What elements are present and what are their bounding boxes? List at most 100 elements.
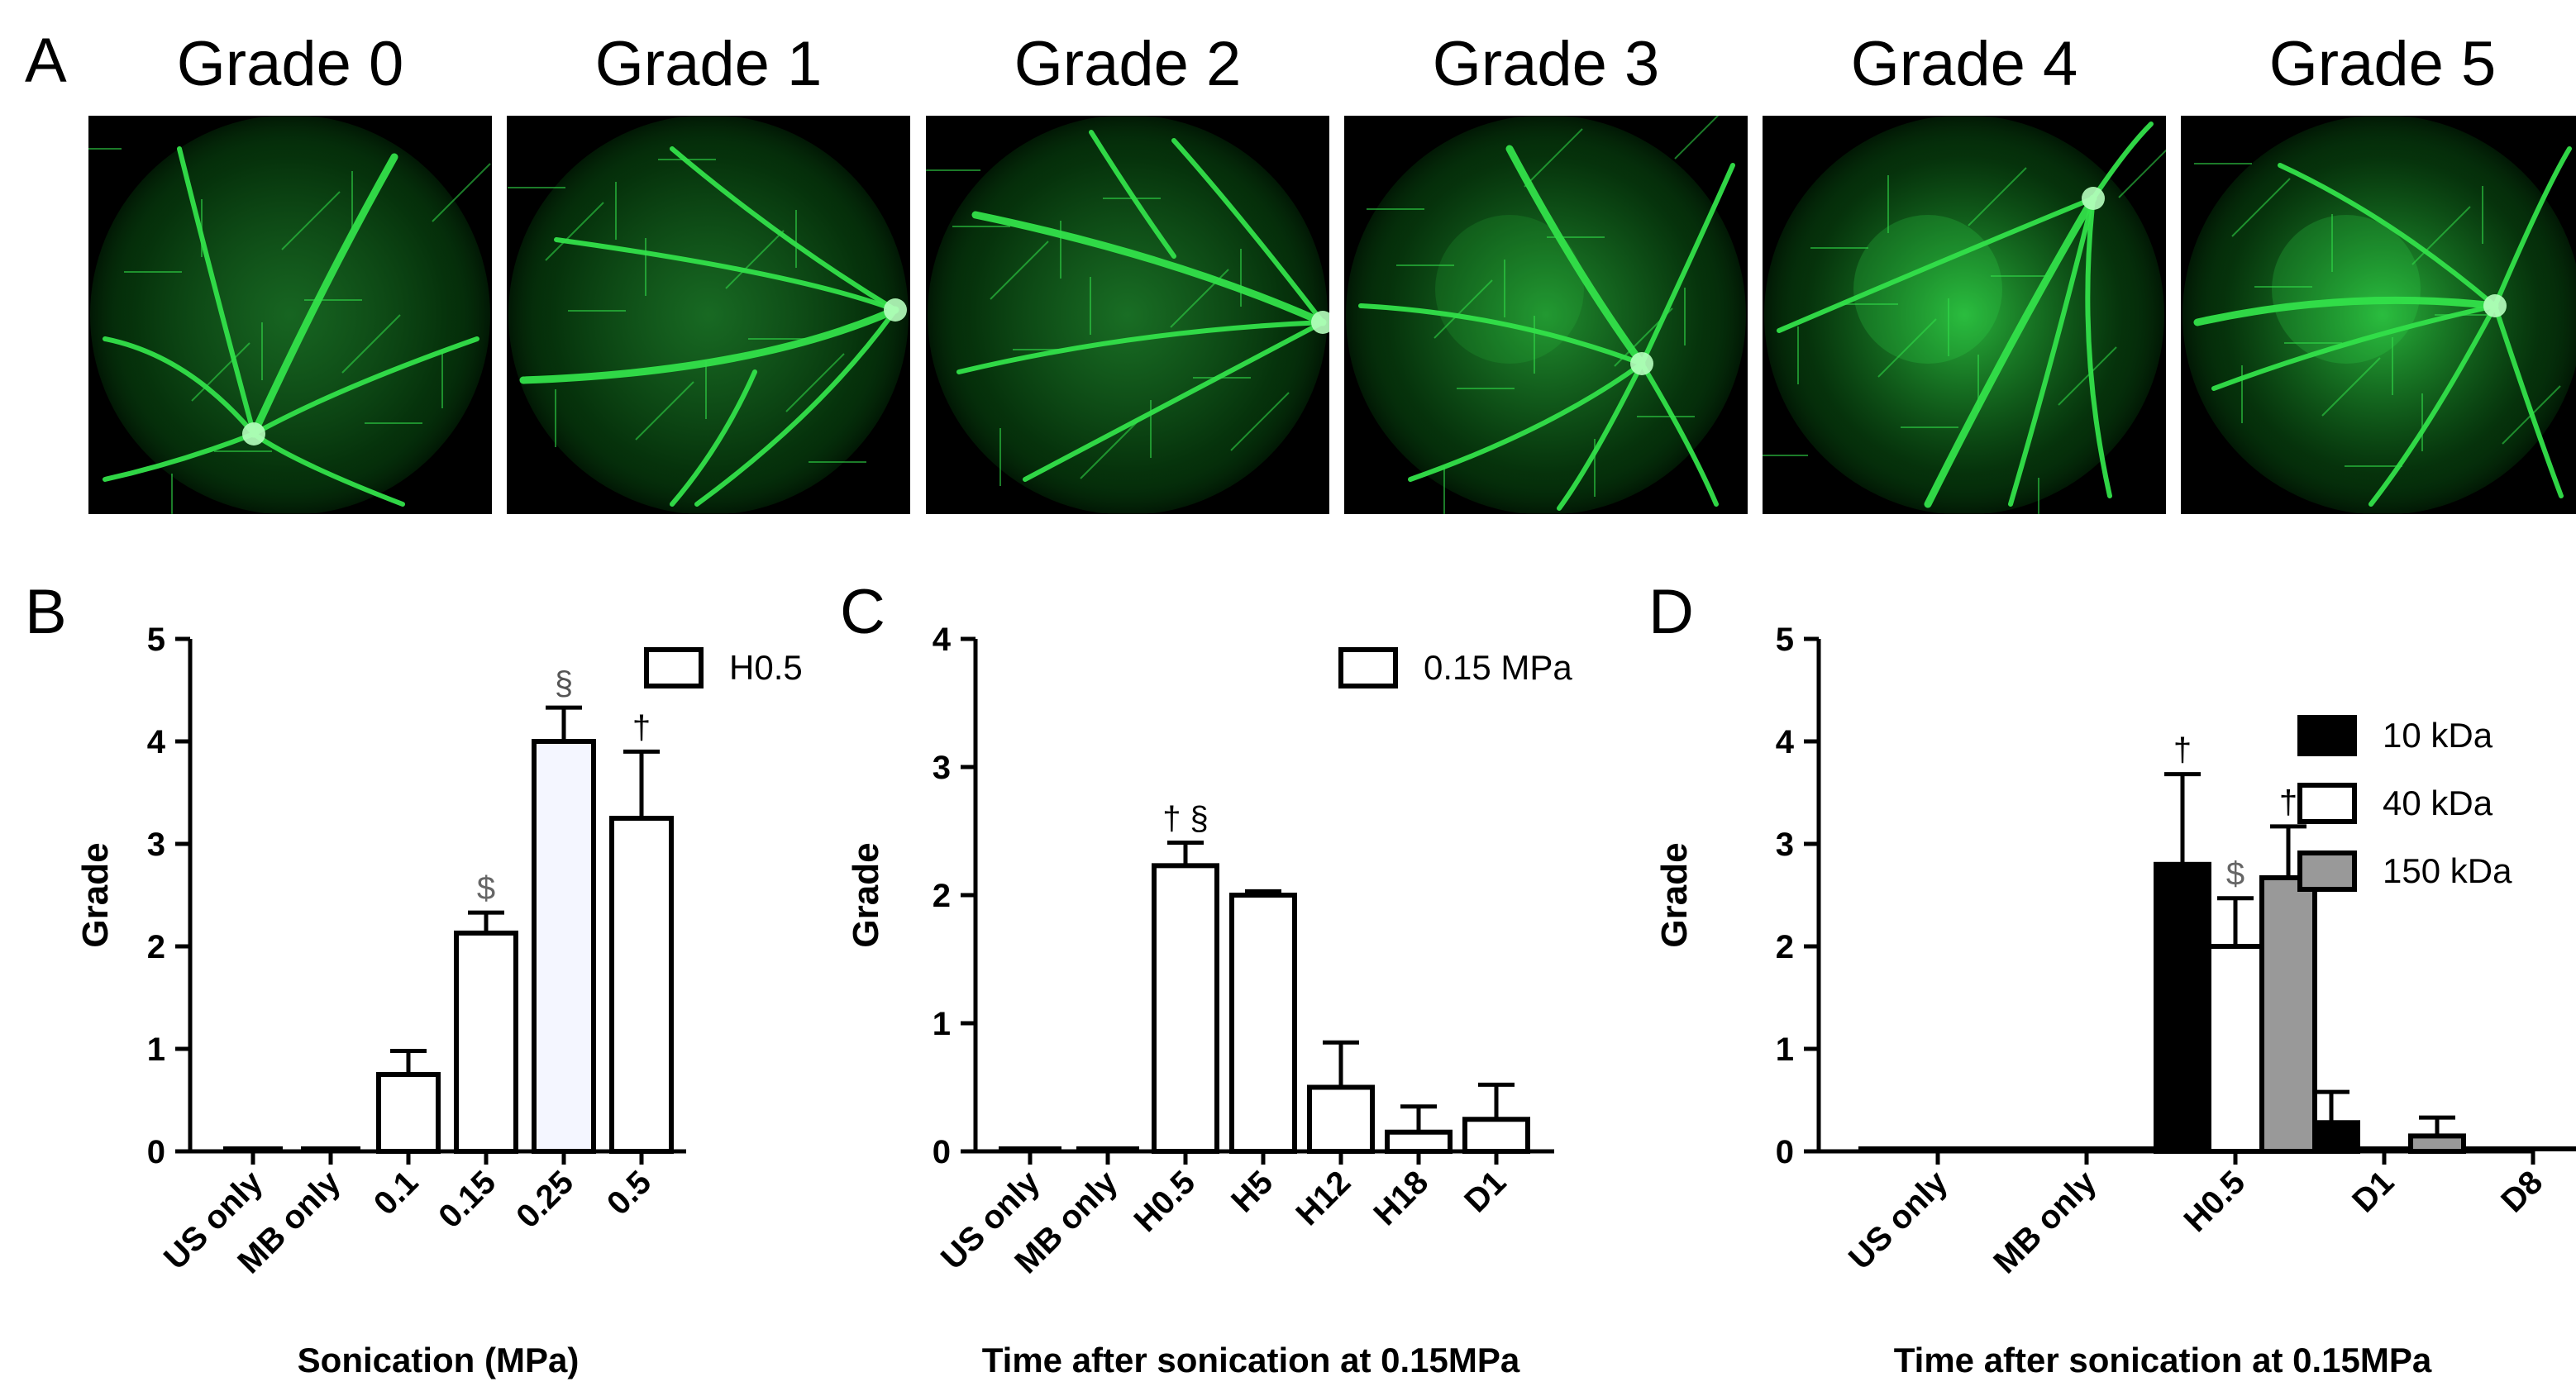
vessel	[1358, 303, 1644, 366]
optic-disc	[884, 298, 907, 322]
fundus-svg	[2182, 116, 2576, 514]
vessel	[2091, 121, 2154, 201]
optic-disc	[1630, 352, 1653, 375]
significance-marker: $	[2226, 856, 2244, 893]
vessel	[670, 369, 757, 507]
capillary	[1877, 318, 1937, 378]
chart-panel-d: D 0 1 2 3 4 5 Grade Time after sonication at 0.1…	[1648, 577, 2576, 1379]
capillary	[2231, 178, 2291, 237]
x-tick-label: 0.1	[367, 1164, 425, 1222]
x-tick-label: H18	[1367, 1164, 1435, 1232]
optic-disc	[1311, 311, 1329, 334]
significance-marker: † §	[1162, 800, 1209, 836]
significance-marker: $	[477, 870, 495, 907]
panel-letter: B	[25, 577, 67, 647]
vessel	[1639, 361, 1719, 507]
optic-disc	[242, 422, 265, 445]
vessel	[103, 336, 256, 436]
x-tick-label: H5	[1224, 1164, 1280, 1219]
vessel	[971, 211, 1327, 326]
y-tick-label: 0	[933, 1134, 951, 1170]
fundus-background	[90, 116, 490, 514]
vessel	[1924, 194, 2097, 508]
capillary	[2411, 206, 2471, 265]
vessel	[1171, 138, 1325, 325]
x-tick-label: H0.5	[1128, 1164, 1203, 1239]
x-tick-label: H12	[1289, 1164, 1357, 1232]
x-tick-label: 0.15	[432, 1164, 503, 1235]
vessel	[1777, 196, 2096, 333]
optic-disc	[2483, 294, 2507, 317]
optic-disc	[2082, 187, 2105, 210]
x-tick-label: D8	[2494, 1164, 2550, 1219]
fundus-background	[928, 116, 1328, 514]
leakage-glow	[2272, 215, 2421, 364]
fundus-image-grade-4	[1763, 116, 2166, 514]
capillary	[785, 353, 845, 412]
panel-letter: D	[1648, 577, 1694, 647]
y-tick-label: 0	[1776, 1134, 1794, 1170]
capillary	[281, 191, 341, 250]
capillary	[635, 381, 694, 441]
x-tick-label: MB only	[1987, 1164, 2104, 1281]
vessel	[103, 431, 256, 482]
y-tick-label: 2	[147, 929, 165, 965]
capillary	[1674, 116, 1720, 160]
leakage-glow	[1435, 215, 1584, 364]
capillary	[1614, 307, 1673, 367]
vessel	[2368, 303, 2497, 507]
capillary	[725, 230, 785, 289]
vessel	[2278, 163, 2497, 308]
bar	[1307, 1084, 1375, 1154]
x-axis-label: Time after sonication at 0.15MPa	[982, 1341, 1520, 1379]
fundus-image-grade-5	[2181, 116, 2576, 514]
grade-2-title: Grade 2	[1014, 29, 1242, 99]
capillary	[1433, 279, 1493, 339]
vessel	[2493, 146, 2572, 308]
capillary	[990, 241, 1049, 300]
bar	[2408, 1133, 2466, 1155]
y-axis-label: Grade	[75, 842, 116, 947]
x-tick-label: 0.5	[600, 1164, 658, 1222]
panel-a-letter: A	[25, 26, 67, 96]
fundus-svg	[508, 116, 909, 514]
bar	[1462, 1117, 1530, 1154]
legend-label: 10 kDa	[2383, 716, 2493, 755]
x-tick-label: D1	[2345, 1164, 2401, 1219]
bar	[609, 816, 674, 1154]
fundus-background	[1764, 116, 2164, 514]
fundus-background	[2182, 116, 2576, 514]
capillary	[191, 342, 250, 402]
vessel	[2193, 296, 2499, 326]
grade-4-title: Grade 4	[1850, 29, 2078, 99]
x-tick-label: US only	[1842, 1164, 1955, 1277]
vessel	[1639, 163, 1735, 366]
x-tick-label: D1	[1457, 1164, 1513, 1219]
bar	[2206, 944, 2264, 1154]
significance-marker: †	[632, 709, 651, 746]
capillary	[2321, 357, 2381, 417]
y-tick-label: 1	[933, 1006, 951, 1042]
x-tick-label: 0.25	[509, 1164, 580, 1235]
vessel	[1557, 361, 1644, 511]
y-tick-label: 4	[1776, 724, 1795, 760]
legend-label: 150 kDa	[2383, 851, 2512, 890]
fundus-svg	[88, 116, 491, 514]
vessel	[554, 237, 898, 312]
fundus-background	[508, 116, 909, 514]
y-tick-label: 4	[147, 724, 166, 760]
y-tick-label: 2	[1776, 929, 1794, 965]
bar	[2259, 874, 2317, 1155]
vessel	[2008, 196, 2096, 507]
vessel	[1089, 130, 1176, 259]
y-axis-label: Grade	[1654, 842, 1695, 947]
capillary	[1080, 420, 1139, 479]
fundus-image-grade-1	[507, 116, 910, 514]
fundus-svg	[926, 116, 1329, 514]
x-tick-label: H0.5	[2178, 1164, 2253, 1239]
bar	[1229, 893, 1297, 1154]
legend-swatch	[644, 647, 704, 688]
y-tick-label: 2	[933, 878, 951, 914]
bar	[1152, 863, 1219, 1154]
